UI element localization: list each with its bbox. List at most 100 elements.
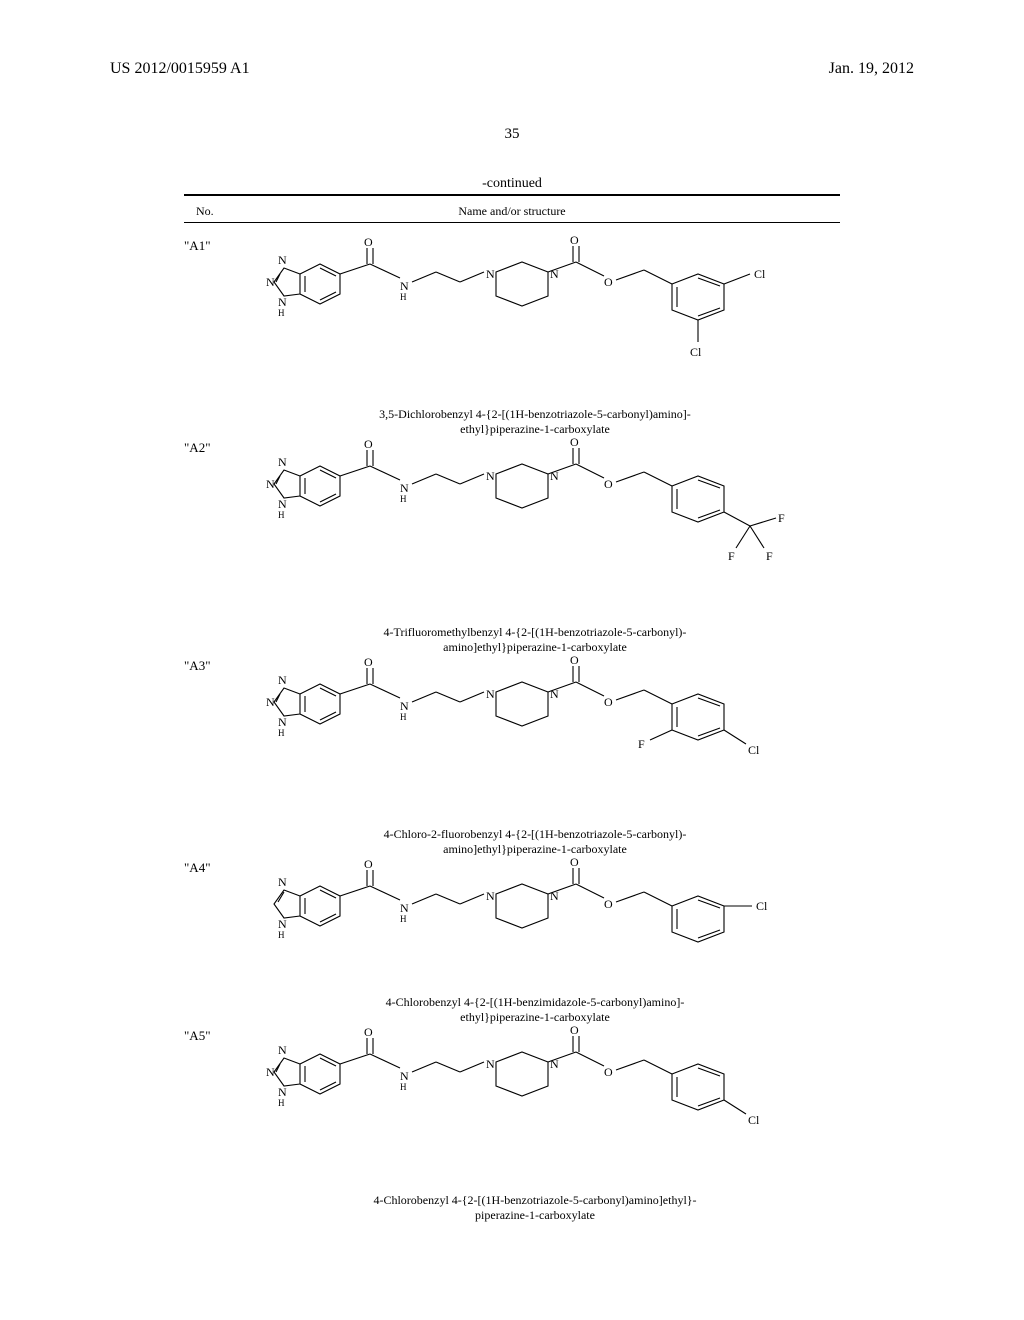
- page-header: US 2012/0015959 A1 Jan. 19, 2012: [0, 60, 1024, 78]
- svg-text:F: F: [728, 549, 735, 563]
- svg-text:N: N: [486, 889, 495, 903]
- molecule-a1-icon: N N NH O NH N N O O Cl Cl: [230, 234, 840, 404]
- svg-text:O: O: [604, 695, 613, 709]
- svg-text:H: H: [278, 1098, 285, 1108]
- row-label-a5: "A5": [184, 1028, 211, 1044]
- caption-a5: 4-Chlorobenzyl 4-{2-[(1H-benzotriazole-5…: [230, 1193, 840, 1223]
- caption-a3-line2: amino]ethyl}piperazine-1-carboxylate: [443, 842, 627, 856]
- svg-text:Cl: Cl: [748, 743, 760, 757]
- svg-text:N: N: [266, 695, 275, 709]
- page-number: 35: [0, 126, 1024, 143]
- svg-text:N: N: [278, 455, 287, 469]
- table-rule-top: [184, 194, 840, 196]
- structure-a1: N N NH O NH N N O O Cl Cl 3,5-Dichlorobe…: [230, 234, 840, 437]
- svg-text:N: N: [278, 917, 287, 931]
- caption-a1-line2: ethyl}piperazine-1-carboxylate: [460, 422, 610, 436]
- svg-text:H: H: [278, 930, 285, 940]
- row-label-a2: "A2": [184, 440, 211, 456]
- table-rule-mid: [184, 222, 840, 223]
- svg-text:N: N: [400, 901, 409, 915]
- molecule-a3-icon: N N NH O NH N N O O F Cl: [230, 654, 840, 824]
- caption-a1: 3,5-Dichlorobenzyl 4-{2-[(1H-benzotriazo…: [230, 407, 840, 437]
- row-label-a1: "A1": [184, 238, 211, 254]
- svg-text:O: O: [570, 654, 579, 667]
- structure-a3: N N NH O NH N N O O F Cl 4-Chloro-2-fluo…: [230, 654, 840, 857]
- svg-text:N: N: [278, 1043, 287, 1057]
- svg-text:N: N: [486, 469, 495, 483]
- svg-text:N: N: [486, 1057, 495, 1071]
- svg-text:N: N: [278, 253, 287, 267]
- svg-text:N: N: [278, 673, 287, 687]
- svg-text:O: O: [364, 437, 373, 451]
- svg-text:O: O: [364, 857, 373, 871]
- svg-text:N: N: [400, 1069, 409, 1083]
- publication-date: Jan. 19, 2012: [829, 60, 914, 78]
- svg-text:N: N: [486, 687, 495, 701]
- caption-a3: 4-Chloro-2-fluorobenzyl 4-{2-[(1H-benzot…: [230, 827, 840, 857]
- column-header-name: Name and/or structure: [0, 204, 1024, 219]
- svg-text:F: F: [766, 549, 773, 563]
- svg-text:N: N: [400, 481, 409, 495]
- publication-number: US 2012/0015959 A1: [110, 60, 250, 78]
- svg-text:N: N: [550, 267, 559, 281]
- caption-a2: 4-Trifluoromethylbenzyl 4-{2-[(1H-benzot…: [230, 625, 840, 655]
- svg-text:O: O: [604, 275, 613, 289]
- row-label-a3: "A3": [184, 658, 211, 674]
- svg-text:H: H: [278, 728, 285, 738]
- caption-a1-line1: 3,5-Dichlorobenzyl 4-{2-[(1H-benzotriazo…: [379, 407, 691, 421]
- caption-a5-line2: piperazine-1-carboxylate: [475, 1208, 595, 1222]
- caption-a5-line1: 4-Chlorobenzyl 4-{2-[(1H-benzotriazole-5…: [373, 1193, 696, 1207]
- caption-a4-line1: 4-Chlorobenzyl 4-{2-[(1H-benzimidazole-5…: [386, 995, 685, 1009]
- svg-text:O: O: [364, 235, 373, 249]
- svg-text:H: H: [400, 292, 407, 302]
- svg-text:N: N: [278, 715, 287, 729]
- svg-text:Cl: Cl: [754, 267, 766, 281]
- svg-text:H: H: [400, 712, 407, 722]
- svg-text:N: N: [550, 889, 559, 903]
- svg-text:O: O: [570, 436, 579, 449]
- svg-text:H: H: [278, 510, 285, 520]
- continued-label: -continued: [0, 176, 1024, 192]
- svg-text:N: N: [278, 1085, 287, 1099]
- structure-a4: N NH O NH N N O O Cl 4-Chlorobenzyl 4-{2…: [230, 856, 840, 1025]
- svg-text:N: N: [550, 1057, 559, 1071]
- svg-text:N: N: [550, 469, 559, 483]
- svg-text:H: H: [278, 308, 285, 318]
- svg-text:N: N: [550, 687, 559, 701]
- svg-text:O: O: [604, 1065, 613, 1079]
- svg-text:O: O: [570, 856, 579, 869]
- svg-text:O: O: [364, 1025, 373, 1039]
- caption-a3-line1: 4-Chloro-2-fluorobenzyl 4-{2-[(1H-benzot…: [384, 827, 687, 841]
- svg-text:H: H: [400, 1082, 407, 1092]
- row-label-a4: "A4": [184, 860, 211, 876]
- caption-a2-line2: amino]ethyl}piperazine-1-carboxylate: [443, 640, 627, 654]
- svg-text:Cl: Cl: [756, 899, 768, 913]
- svg-text:F: F: [638, 737, 645, 751]
- svg-text:O: O: [604, 897, 613, 911]
- svg-text:N: N: [400, 279, 409, 293]
- svg-text:N: N: [266, 477, 275, 491]
- molecule-a2-icon: N N NH O NH N N O O F F F: [230, 436, 840, 622]
- structure-a2: N N NH O NH N N O O F F F 4-Trifluoromet…: [230, 436, 840, 655]
- caption-a4-line2: ethyl}piperazine-1-carboxylate: [460, 1010, 610, 1024]
- svg-text:N: N: [266, 275, 275, 289]
- molecule-a5-icon: N N NH O NH N N O O Cl: [230, 1024, 840, 1190]
- svg-text:N: N: [266, 1065, 275, 1079]
- svg-text:N: N: [278, 497, 287, 511]
- svg-text:N: N: [486, 267, 495, 281]
- svg-text:N: N: [278, 295, 287, 309]
- svg-text:O: O: [570, 234, 579, 247]
- caption-a4: 4-Chlorobenzyl 4-{2-[(1H-benzimidazole-5…: [230, 995, 840, 1025]
- svg-text:O: O: [570, 1024, 579, 1037]
- svg-text:H: H: [400, 494, 407, 504]
- svg-text:H: H: [400, 914, 407, 924]
- caption-a2-line1: 4-Trifluoromethylbenzyl 4-{2-[(1H-benzot…: [384, 625, 687, 639]
- svg-text:F: F: [778, 511, 785, 525]
- svg-text:Cl: Cl: [690, 345, 702, 359]
- svg-text:Cl: Cl: [748, 1113, 760, 1127]
- svg-text:O: O: [364, 655, 373, 669]
- structure-a5: N N NH O NH N N O O Cl 4-Chlorobenzyl 4-…: [230, 1024, 840, 1223]
- svg-text:N: N: [400, 699, 409, 713]
- svg-text:N: N: [278, 875, 287, 889]
- molecule-a4-icon: N NH O NH N N O O Cl: [230, 856, 840, 992]
